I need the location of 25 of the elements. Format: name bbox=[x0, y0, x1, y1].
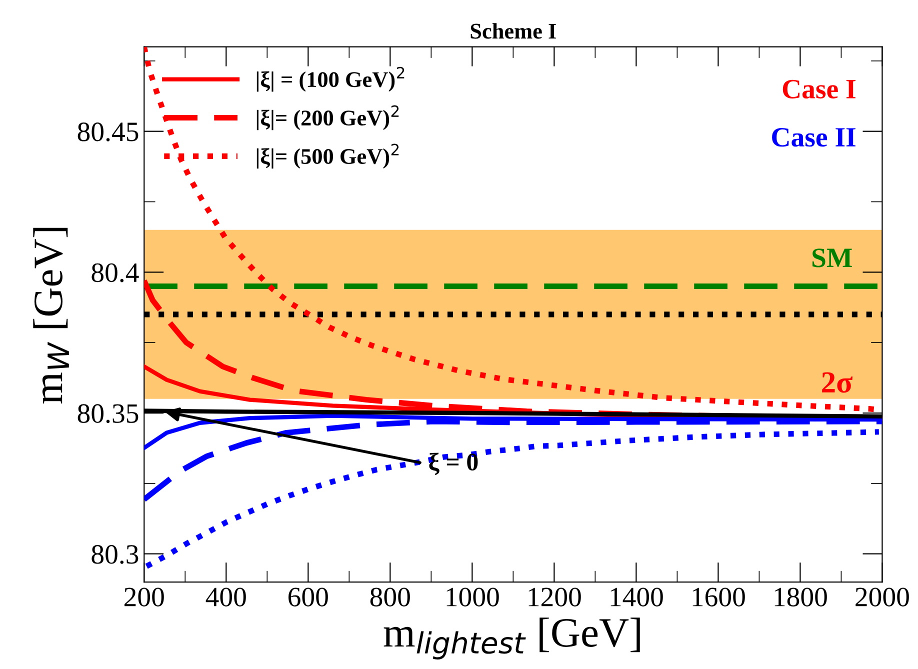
legend-label: |ξ| = (100 GeV)$^{2}$ bbox=[256, 66, 404, 92]
x-tick-label: 600 bbox=[288, 588, 328, 606]
y-axis-title: m$_{W}$ [GeV] bbox=[33, 228, 69, 404]
ref-line-label: SM bbox=[812, 248, 852, 268]
y-tick-label: 80.4 bbox=[92, 263, 139, 282]
x-tick-label: 1400 bbox=[610, 588, 663, 606]
y-tick-label: 80.35 bbox=[78, 404, 138, 424]
legend-label: |ξ|= (500 GeV)$^{2}$ bbox=[256, 144, 399, 169]
annotation: Case II bbox=[772, 128, 856, 147]
x-tick-label: 2000 bbox=[856, 588, 909, 606]
x-tick-label: 1800 bbox=[774, 588, 827, 606]
x-tick-label: 200 bbox=[124, 588, 164, 606]
x-tick-label: 1000 bbox=[446, 588, 499, 606]
annotation: Case I bbox=[782, 80, 856, 98]
y-tick-label: 80.45 bbox=[78, 122, 138, 142]
x-tick-label: 400 bbox=[206, 588, 246, 606]
y-tick-label: 80.3 bbox=[92, 545, 138, 564]
chart-title: Scheme I bbox=[470, 23, 556, 39]
x-tick-label: 1200 bbox=[528, 588, 581, 606]
x-tick-label: 800 bbox=[370, 588, 410, 606]
legend-label: |ξ|= (200 GeV)$^{2}$ bbox=[256, 105, 399, 130]
x-axis-title: m$_{lightest}$ [GeV] bbox=[384, 618, 640, 660]
x-tick-label: 1600 bbox=[692, 588, 745, 606]
annotation: ξ = 0 bbox=[429, 452, 478, 476]
band-label: 2σ bbox=[822, 372, 852, 393]
